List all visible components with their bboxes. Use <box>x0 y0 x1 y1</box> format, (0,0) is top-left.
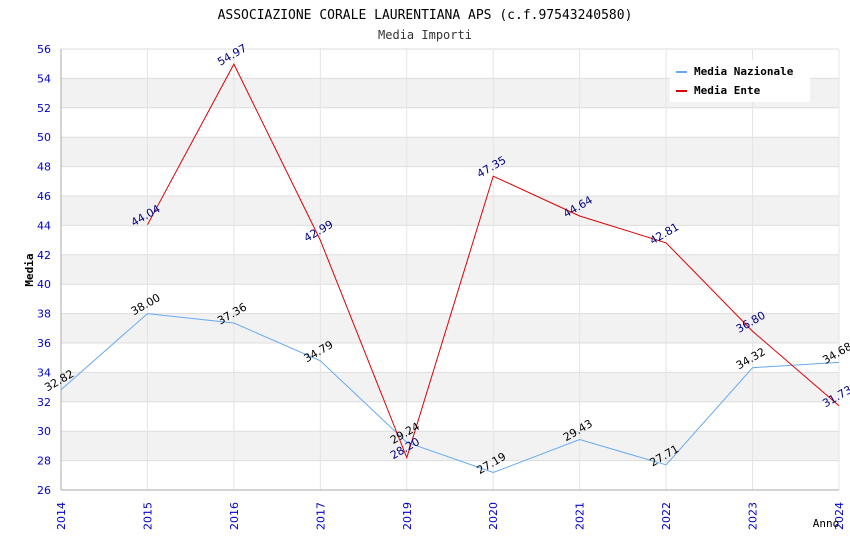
y-tick-label: 28 <box>37 455 51 468</box>
x-tick-label: 2023 <box>747 502 760 530</box>
y-tick-label: 52 <box>37 102 51 115</box>
legend: Media Nazionale Media Ente <box>670 60 810 102</box>
y-tick-label: 48 <box>37 161 51 174</box>
y-tick-label: 44 <box>37 219 51 232</box>
x-tick-labels: 2014 2015 2016 2017 2019 2020 2021 2022 2023 2024 <box>55 502 846 530</box>
x-axis-label: Anno <box>813 517 840 530</box>
data-label: 34.32 <box>734 345 768 372</box>
legend-label: Media Nazionale <box>694 65 794 78</box>
grid-band <box>61 431 839 461</box>
grid-band <box>61 196 839 226</box>
y-tick-label: 40 <box>37 278 51 291</box>
y-tick-label: 46 <box>37 190 51 203</box>
data-label: 54.97 <box>215 42 249 69</box>
x-tick-label: 2021 <box>574 502 587 530</box>
x-tick-label: 2014 <box>55 502 68 530</box>
y-tick-label: 30 <box>37 425 51 438</box>
x-tick-label: 2017 <box>314 502 327 530</box>
y-axis-label: Media <box>23 253 36 286</box>
x-tick-label: 2024 <box>833 502 846 530</box>
x-tick-label: 2016 <box>228 502 241 530</box>
y-tick-label: 42 <box>37 249 51 262</box>
grid-band <box>61 137 839 167</box>
x-tick-label: 2015 <box>141 502 154 530</box>
series-line <box>60 313 840 474</box>
y-tick-label: 54 <box>37 72 51 85</box>
x-tick-label: 2019 <box>401 502 414 530</box>
plot-bands <box>61 78 839 461</box>
chart-title: ASSOCIAZIONE CORALE LAURENTIANA APS (c.f… <box>218 8 633 23</box>
legend-label: Media Ente <box>694 84 761 97</box>
y-tick-label: 32 <box>37 396 51 409</box>
y-tick-label: 36 <box>37 337 51 350</box>
y-tick-labels: 26 28 30 32 34 36 38 40 42 44 46 48 50 52 54 56 <box>37 43 51 497</box>
y-tick-label: 50 <box>37 131 51 144</box>
grid-band <box>61 372 839 402</box>
y-tick-label: 26 <box>37 484 51 497</box>
grid-band <box>61 254 839 285</box>
chart-subtitle: Media Importi <box>378 28 472 42</box>
series-line <box>147 63 840 460</box>
series-lines <box>60 63 840 474</box>
y-tick-label: 56 <box>37 43 51 56</box>
y-tick-label: 38 <box>37 308 51 321</box>
x-tick-label: 2022 <box>660 502 673 530</box>
x-tick-label: 2020 <box>487 502 500 530</box>
legend-box <box>670 60 810 102</box>
axes <box>60 49 839 491</box>
y-tick-label: 34 <box>37 366 51 379</box>
